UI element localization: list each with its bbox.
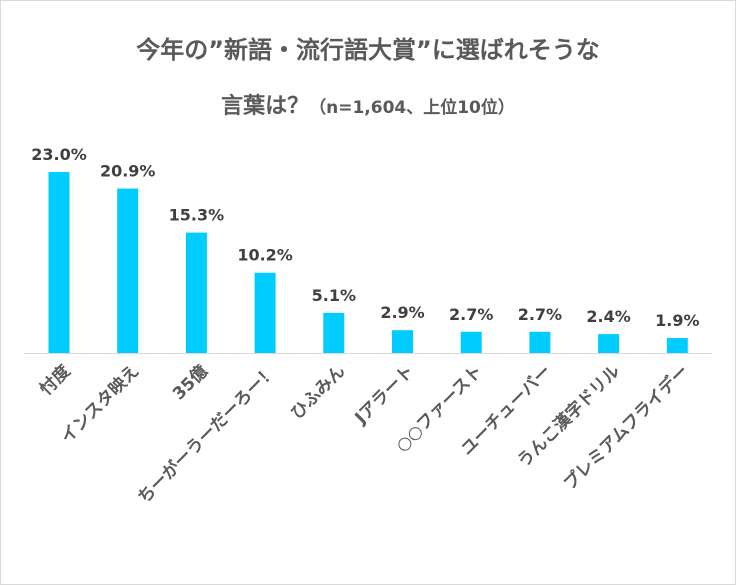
bar	[323, 312, 345, 353]
bar	[598, 334, 620, 353]
data-label: 10.2%	[237, 246, 293, 265]
bar	[392, 330, 413, 353]
bar	[666, 338, 688, 353]
category-label: 35億	[168, 361, 212, 405]
category-label: 忖度	[36, 360, 76, 400]
chart-title: 今年の”新語・流行語大賞”に選ばれそうな	[136, 36, 600, 64]
data-label: 1.9%	[655, 311, 699, 330]
bar	[117, 188, 139, 353]
category-label: ちーがーうーだーろー！	[134, 361, 281, 508]
data-label: 20.9%	[100, 162, 156, 181]
chart-title-question: 言葉は？	[221, 94, 310, 119]
data-label: 15.3%	[169, 206, 225, 225]
chart-title-line2: 言葉は？（n=1,604、上位10位）	[0, 88, 736, 120]
data-label: 2.7%	[518, 305, 562, 324]
bar	[185, 232, 207, 353]
bar	[460, 331, 482, 353]
bar	[529, 331, 551, 353]
data-label: 2.7%	[449, 305, 493, 324]
category-label: ひふみん	[287, 361, 349, 423]
data-label: 23.0%	[31, 145, 87, 164]
data-label: 2.4%	[586, 307, 630, 326]
bar	[254, 272, 276, 353]
data-label: 2.9%	[380, 303, 424, 322]
bar	[48, 172, 70, 353]
data-label: 5.1%	[312, 286, 356, 305]
category-label: プレミアムフライデー	[559, 361, 692, 494]
chart-subtitle: （n=1,604、上位10位）	[309, 98, 515, 118]
category-label: Jアラート	[351, 361, 418, 428]
